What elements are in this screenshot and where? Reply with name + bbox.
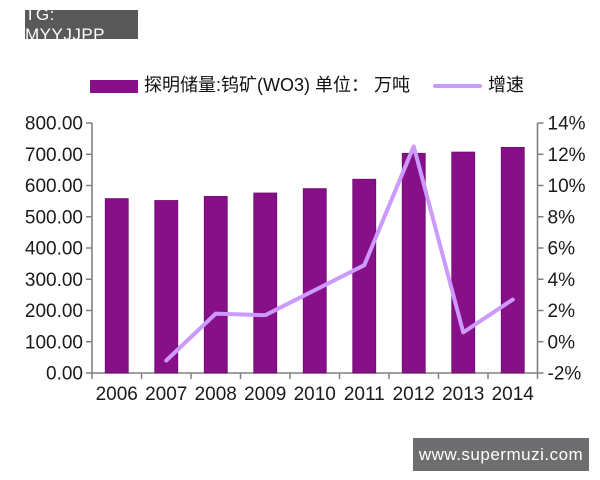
growth-rate-line <box>164 144 515 363</box>
bar-series-label: 探明储量:钨矿(WO3) 单位： 万吨 <box>144 75 410 95</box>
x-axis-label: 2009 <box>244 384 286 405</box>
x-axis-label: 2014 <box>492 384 535 405</box>
left-tick-label: 700.00 <box>25 145 83 166</box>
bar-2013 <box>451 151 476 374</box>
right-tick-label: 10% <box>548 176 586 197</box>
right-tick-label: 0% <box>548 332 576 353</box>
bar-2006 <box>104 198 129 374</box>
left-tick-label: 200.00 <box>25 301 83 322</box>
left-tick-label: 500.00 <box>25 207 83 228</box>
bar-series-swatch <box>90 80 138 93</box>
left-tick-label: 400.00 <box>25 239 83 260</box>
source-tag-badge: TG: MYYJJPP <box>25 5 138 44</box>
x-axis-label: 2012 <box>393 384 435 405</box>
right-tick-label: 4% <box>548 270 576 291</box>
x-axis-label: 2007 <box>145 384 187 405</box>
right-tick-label: 14% <box>548 114 586 135</box>
x-axis-label: 2010 <box>294 384 336 405</box>
x-axis-label: 2011 <box>344 384 385 405</box>
bar-2012 <box>401 152 426 374</box>
bar-2008 <box>203 196 228 374</box>
x-axis-label: 2006 <box>96 384 138 405</box>
left-tick-label: 600.00 <box>25 176 83 197</box>
right-tick-label: 12% <box>548 145 586 166</box>
left-tick-label: 100.00 <box>25 332 83 353</box>
right-tick-label: -2% <box>548 364 582 385</box>
left-tick-label: 800.00 <box>25 114 83 135</box>
right-tick-label: 6% <box>548 239 576 260</box>
bar-2007 <box>154 200 179 374</box>
watermark-badge: www.supermuzi.com <box>413 438 589 471</box>
line-series-label: 增速 <box>488 75 524 95</box>
right-tick-label: 8% <box>548 207 576 228</box>
bar-2014 <box>500 146 525 374</box>
bar-2010 <box>302 188 327 374</box>
bar-2011 <box>352 178 377 374</box>
left-tick-label: 0.00 <box>46 364 83 385</box>
right-tick-label: 2% <box>548 301 576 322</box>
x-axis-label: 2008 <box>195 384 237 405</box>
bar-2009 <box>253 192 278 374</box>
x-axis-label: 2013 <box>442 384 484 405</box>
line-series-swatch <box>433 84 482 88</box>
left-tick-label: 300.00 <box>25 270 83 291</box>
